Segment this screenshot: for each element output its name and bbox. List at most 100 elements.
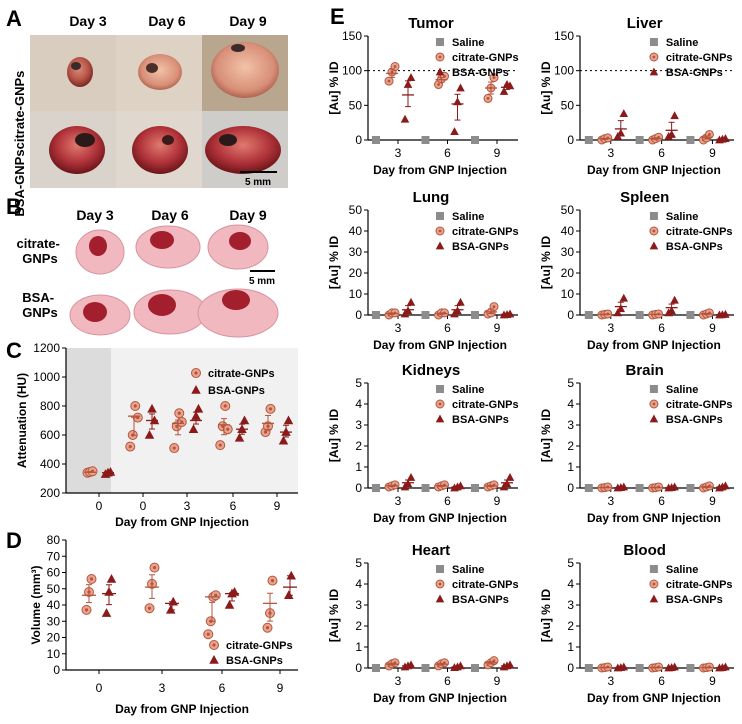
- citrate-point-dot: [492, 76, 496, 79]
- legend-citrate-label: citrate-GNPs: [452, 226, 519, 238]
- panel-label-c: C: [6, 338, 22, 363]
- y-axis-label: [Au] % ID: [327, 409, 341, 463]
- bsa-point: [670, 482, 679, 491]
- y-tick-label: 50: [561, 98, 575, 112]
- legend-bsa-marker: [435, 67, 445, 76]
- chart-attenuation: 200 400 600 800 1000 1200 0 0 3 6 9 Day from GNP In…: [15, 341, 298, 529]
- citrate-point-dot: [84, 608, 89, 612]
- x-axis-label: Day from GNP Injection: [587, 511, 721, 525]
- x-tick-label: 9: [709, 494, 716, 508]
- legend-citrate-marker-dot: [652, 55, 656, 59]
- y-tick-label: 40: [561, 224, 575, 238]
- legend-citrate-marker-dot: [438, 402, 442, 406]
- y-tick-label: 1000: [33, 370, 60, 384]
- saline-point: [686, 136, 695, 144]
- saline-point: [372, 664, 380, 672]
- bsa-point: [106, 574, 117, 583]
- legend-saline-marker: [649, 212, 658, 220]
- y-tick-label: 40: [47, 598, 61, 612]
- y-tick-label: 4: [567, 577, 574, 591]
- y-tick-label: 100: [554, 64, 574, 78]
- panel-a: Day 3 Day 6 Day 9 citrate-GNPs BSA-GNPs …: [12, 13, 288, 217]
- bsa-point: [499, 86, 509, 95]
- legend-citrate-label: citrate-GNPs: [666, 52, 733, 64]
- bsa-point: [406, 473, 416, 481]
- legend-bsa-label: BSA-GNPs: [452, 241, 509, 253]
- citrate-point-dot: [180, 420, 184, 424]
- bsa-point: [450, 127, 459, 136]
- saline-point: [372, 311, 380, 319]
- bsa-point: [406, 297, 416, 306]
- x-tick-label: 6: [444, 674, 451, 688]
- bsa-point: [721, 662, 730, 671]
- x-tick-label: 9: [494, 321, 501, 335]
- citrate-point-dot: [172, 446, 176, 450]
- organ-panel-kidneys: Kidneys 0 1 2 3 4 5 3 6 9 Day from GNP Injection [A…: [327, 362, 519, 525]
- legend-bsa-marker: [191, 385, 201, 394]
- y-axis-label: [Au] % ID: [539, 409, 553, 463]
- y-tick-label: 1: [567, 460, 574, 474]
- y-tick-label: 40: [349, 224, 363, 238]
- bsa-point: [670, 295, 679, 304]
- x-tick-label: 9: [494, 674, 501, 688]
- y-tick-label: 3: [567, 418, 574, 432]
- panel-b-row-bsa: BSA- GNPs: [22, 290, 57, 320]
- tumor-photo: [211, 42, 279, 98]
- x-axis-label: Day from GNP Injection: [373, 691, 507, 705]
- tumor-render-core: [148, 294, 176, 316]
- y-tick-label: 600: [40, 428, 60, 442]
- x-tick-label: 6: [658, 494, 665, 508]
- legend-bsa-marker: [649, 67, 659, 76]
- tumor-render-core: [89, 236, 107, 256]
- y-tick-label: 50: [47, 582, 61, 596]
- legend-saline-marker: [436, 385, 444, 393]
- legend-citrate-label: citrate-GNPs: [452, 52, 519, 64]
- legend-citrate-label: citrate-GNPs: [666, 399, 733, 411]
- legend-bsa-marker: [649, 414, 659, 423]
- y-axis-label: [Au] % ID: [539, 589, 553, 643]
- y-tick-label: 0: [355, 661, 362, 675]
- saline-point: [372, 136, 380, 144]
- saline-point: [421, 664, 430, 672]
- x-tick-label: 9: [277, 681, 284, 695]
- legend-bsa-label: BSA-GNPs: [666, 594, 723, 606]
- legend-citrate-marker-dot: [652, 582, 656, 586]
- organ-panel-blood: Blood 0 1 2 3 4 5 3 6 9 Day from GNP Injection [Au]…: [539, 542, 734, 705]
- y-axis-label: [Au] % ID: [327, 236, 341, 290]
- saline-point: [471, 136, 479, 144]
- bsa-point: [193, 403, 204, 413]
- saline-point: [421, 484, 430, 492]
- tumor-photo-spot: [146, 63, 158, 73]
- y-tick-label: 60: [47, 566, 61, 580]
- bsa-point: [721, 309, 730, 318]
- legend-citrate-label: citrate-GNPs: [452, 579, 519, 591]
- y-tick-label: 3: [355, 418, 362, 432]
- organ-title: Kidneys: [402, 362, 460, 379]
- citrate-point-dot: [265, 626, 270, 630]
- bsa-point: [619, 482, 629, 491]
- citrate-point-dot: [492, 305, 496, 308]
- bsa-point: [284, 590, 294, 599]
- y-tick-label: 0: [567, 308, 574, 322]
- bsa-point: [456, 83, 465, 92]
- bsa-point: [147, 403, 157, 413]
- legend-citrate-marker-dot: [438, 229, 442, 233]
- citrate-point-dot: [177, 411, 181, 415]
- citrate-point-dot: [226, 427, 230, 431]
- panel-a-day-6: Day 6: [148, 13, 186, 29]
- y-tick-label: 50: [349, 98, 363, 112]
- y-axis-label: Volume (mm³): [29, 565, 43, 644]
- panel-label-a: A: [6, 6, 22, 31]
- x-tick-label: 6: [658, 146, 665, 160]
- x-tick-label: 0: [96, 681, 103, 695]
- legend-saline-marker: [436, 565, 444, 573]
- organ-panel-liver: Liver 0 50 100 150 3 6 9 Day from GNP Injection […: [539, 15, 734, 177]
- y-tick-label: 0: [355, 133, 362, 147]
- bsa-point: [101, 608, 112, 617]
- citrate-point-dot: [214, 593, 218, 597]
- bsa-point: [278, 435, 289, 445]
- organ-panel-spleen: Spleen 0 10 20 30 40 50 3 6 9 Day from GNP Injecti…: [539, 189, 734, 352]
- organ-title: Heart: [412, 542, 450, 559]
- y-tick-label: 800: [40, 399, 60, 413]
